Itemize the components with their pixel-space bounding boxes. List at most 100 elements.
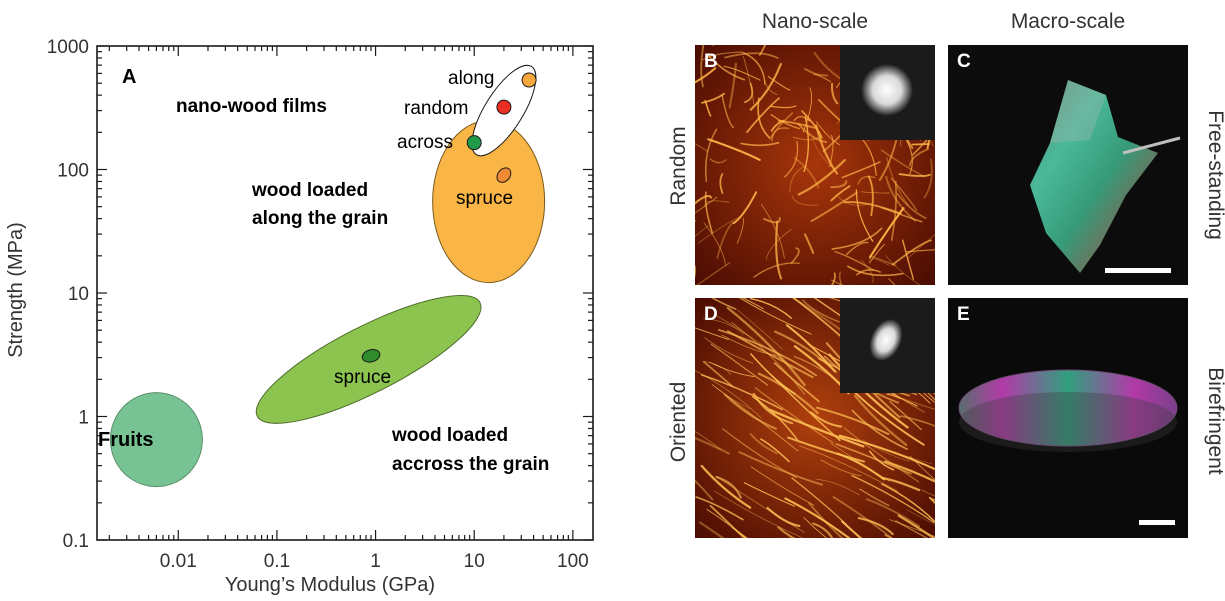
fiber-strand xyxy=(830,442,890,482)
annotation-across: across xyxy=(397,132,453,153)
fiber-strand xyxy=(742,298,764,310)
fiber-strand xyxy=(790,247,800,264)
scale-bar-c xyxy=(1105,268,1171,273)
annotation-random: random xyxy=(404,98,468,119)
fiber-strand xyxy=(695,67,717,84)
fiber-strand xyxy=(695,496,744,521)
fiber-strand xyxy=(815,124,838,175)
fiber-strand xyxy=(890,177,918,211)
fiber-strand xyxy=(884,460,935,483)
fiber-strand xyxy=(860,260,874,283)
fiber-strand xyxy=(885,255,921,285)
point-random-3 xyxy=(496,99,512,115)
fiber-strand xyxy=(726,306,806,387)
fiber-strand xyxy=(773,362,820,403)
fiber-strand xyxy=(855,189,874,242)
fiber-strand xyxy=(724,52,779,59)
y-tick-label: 1 xyxy=(78,408,89,429)
fiber-strand xyxy=(731,322,805,395)
fiber-strand xyxy=(843,427,920,483)
fiber-strand xyxy=(709,361,755,377)
fiber-strand xyxy=(771,127,790,142)
fiber-strand xyxy=(770,105,797,109)
x-tick-label: 10 xyxy=(464,551,485,572)
fiber-strand xyxy=(750,353,796,395)
fiber-strand xyxy=(695,225,709,238)
row-label-birefringent: Birefringent xyxy=(1204,367,1225,475)
plot-axes: 0.01 0.1 1 10 100 0.1 1 10 100 1000 xyxy=(47,37,594,572)
fiber-strand xyxy=(889,400,923,431)
fiber-strand xyxy=(784,497,851,538)
x-tick-label: 0.1 xyxy=(264,551,290,572)
point-across-4 xyxy=(466,135,482,151)
fiber-strand xyxy=(868,207,905,259)
fiber-strand xyxy=(857,176,876,185)
fiber-strand xyxy=(906,234,935,260)
fiber-strand xyxy=(715,475,742,499)
fiber-strand xyxy=(880,149,925,178)
fiber-strand xyxy=(799,445,899,492)
fiber-strand xyxy=(699,521,725,538)
fiber-strand xyxy=(751,395,798,441)
panel-label-a: A xyxy=(122,66,136,88)
property-regions xyxy=(109,64,546,488)
fiber-strand xyxy=(820,459,862,477)
fiber-strand xyxy=(828,353,909,429)
fiber-strand xyxy=(815,121,841,146)
fiber-strand xyxy=(857,516,894,536)
fiber-strand xyxy=(777,526,796,538)
fiber-strand xyxy=(906,140,913,175)
fiber-strand xyxy=(766,506,801,528)
fiber-strand xyxy=(723,65,761,81)
fiber-strand xyxy=(851,409,908,450)
fiber-strand xyxy=(791,195,819,206)
fiber-strand xyxy=(838,434,935,471)
column-header-macro-scale: Macro-scale xyxy=(1010,10,1126,33)
fiber-strand xyxy=(732,191,758,225)
fiber-strand xyxy=(700,45,705,88)
fiber-strand xyxy=(891,239,932,266)
point-spruce-1 xyxy=(496,167,512,183)
fiber-strand xyxy=(803,116,810,173)
fiber-strand xyxy=(804,68,829,77)
fiber-strand xyxy=(736,218,745,244)
fiber-strand xyxy=(801,110,823,139)
y-tick-label: 100 xyxy=(57,161,89,182)
fiber-strand xyxy=(869,244,885,264)
fiber-strand xyxy=(850,388,925,446)
fiber-strand xyxy=(764,79,778,95)
fiber-strand xyxy=(770,113,801,130)
fiber-strand xyxy=(759,45,767,56)
birefringent-disc xyxy=(958,369,1178,452)
fiber-strand xyxy=(793,157,820,189)
annotation-wood-loaded-along-1: wood loaded xyxy=(251,180,368,201)
fiber-strand xyxy=(797,122,828,143)
fiber-strand xyxy=(736,309,784,350)
fiber-strand xyxy=(830,185,851,202)
fiber-strand xyxy=(816,478,860,496)
inset-fft-oriented xyxy=(840,298,935,393)
fiber-strand xyxy=(760,203,785,259)
fiber-strand xyxy=(890,180,898,242)
fiber-strand xyxy=(841,161,881,179)
fiber-strand xyxy=(784,140,799,178)
fiber-strand xyxy=(846,241,869,256)
fiber-strand xyxy=(703,361,734,388)
data-points xyxy=(361,72,537,363)
fiber-strand xyxy=(830,180,848,189)
fiber-strand xyxy=(812,137,835,170)
fiber-strand xyxy=(719,173,724,194)
fiber-strand xyxy=(701,92,726,104)
region-fruits xyxy=(109,392,203,488)
fiber-strand xyxy=(743,482,796,507)
photo-birefringent-disc: E xyxy=(948,298,1188,538)
fiber-strand xyxy=(831,279,844,285)
inset-fft-random xyxy=(840,45,935,140)
fiber-strand xyxy=(815,406,890,436)
fiber-strand xyxy=(860,191,890,194)
afm-image-oriented: D xyxy=(695,298,935,538)
fiber-strand xyxy=(862,439,910,462)
row-label-random: Random xyxy=(667,126,690,206)
fiber-strand xyxy=(859,488,890,507)
fiber-strand xyxy=(898,173,931,177)
